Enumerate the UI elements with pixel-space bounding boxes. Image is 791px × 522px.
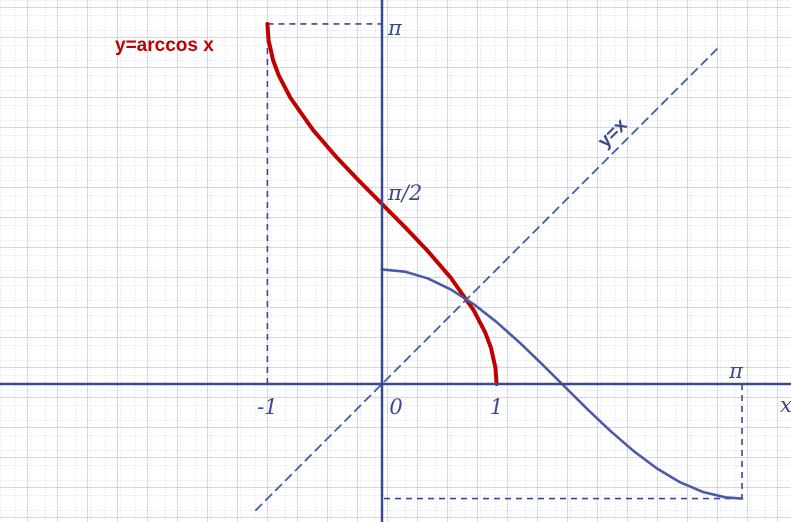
x-tick-label-0: -1: [257, 395, 277, 419]
x-tick-label-2: 1: [490, 395, 503, 419]
x-tick-label-3: π: [728, 359, 744, 383]
arccos-curve-label: y=arccos x: [115, 35, 214, 56]
y-tick-label-1: π: [387, 16, 403, 40]
y-tick-label-0: π/2: [387, 181, 422, 205]
identity-line: [255, 45, 721, 511]
guide-lines: [266, 23, 743, 500]
x-axis-label: x: [780, 393, 791, 417]
tick-labels: -1 0 1 π π/2 π: [257, 16, 744, 419]
x-tick-label-1: 0: [389, 395, 402, 419]
